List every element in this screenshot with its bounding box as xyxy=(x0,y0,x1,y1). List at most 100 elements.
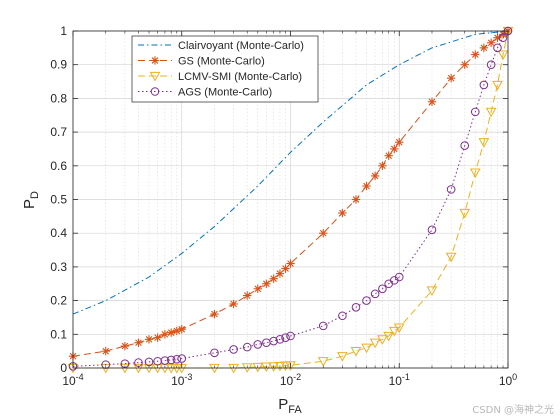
x-tick-label: 100 xyxy=(499,372,517,388)
series-3-point xyxy=(445,252,457,263)
series-3-point xyxy=(119,363,131,374)
series-2-point xyxy=(101,346,110,356)
series-4-point xyxy=(242,342,252,352)
series-3-point xyxy=(285,361,296,371)
series-2-point xyxy=(144,335,154,344)
series-4-point xyxy=(210,348,219,358)
series-3-point xyxy=(133,363,144,374)
series-4-point xyxy=(378,284,387,294)
series-2-point xyxy=(319,229,328,238)
x-tick-labels: 10-4 10-3 10-2 10-1 100 xyxy=(62,372,517,388)
series-2-point xyxy=(167,328,176,337)
series-4-point xyxy=(160,356,170,365)
series-3-point xyxy=(280,361,291,372)
series-3-point xyxy=(393,323,405,334)
legend-label-4: AGS (Monte-Carlo) xyxy=(178,87,272,99)
legend-marker-4 xyxy=(150,87,160,96)
series-3-point xyxy=(388,326,400,337)
series-2-point xyxy=(395,138,404,147)
legend: Clairvoyant (Monte-Carlo) GS (Monte-Carlo… xyxy=(131,35,319,103)
legend-label-2: GS (Monte-Carlo) xyxy=(178,56,265,68)
series-3-point xyxy=(478,138,490,148)
y-tick-label: 0.3 xyxy=(50,260,67,274)
series-2-point xyxy=(471,50,480,59)
series-2-point xyxy=(269,274,278,283)
series-3-point xyxy=(377,335,388,345)
y-tick-label: 0.9 xyxy=(50,58,67,72)
series-4-point xyxy=(269,336,278,346)
series-3-point xyxy=(268,362,280,372)
series-4-point xyxy=(281,333,290,342)
series-3-point xyxy=(209,363,220,374)
series-3-point xyxy=(274,361,286,372)
y-tick-label: 0.6 xyxy=(50,159,67,173)
series-2-point xyxy=(160,330,170,339)
series-3-point xyxy=(261,362,272,373)
series-3-point xyxy=(383,331,395,342)
series-line-1 xyxy=(72,30,509,315)
series-2-point xyxy=(286,259,295,268)
series-4-point xyxy=(351,303,361,312)
series-2-point xyxy=(378,161,387,170)
series-2-point xyxy=(275,269,285,278)
series-3-point xyxy=(459,208,471,219)
y-tick-label: 0.8 xyxy=(50,91,67,105)
series-3-point xyxy=(361,343,372,354)
x-tick-label: 10-2 xyxy=(280,372,301,388)
legend-label-1: Clairvoyant (Monte-Carlo) xyxy=(178,40,304,52)
series-4-point xyxy=(166,355,176,365)
series-4-point xyxy=(479,80,489,90)
series-3-point xyxy=(317,357,329,367)
y-tick-label: 0.5 xyxy=(50,193,67,207)
series-3-point xyxy=(152,363,163,374)
series-2-point xyxy=(351,195,361,204)
series-4-point xyxy=(470,107,480,117)
series-2-point xyxy=(427,97,437,106)
series-3-point xyxy=(369,338,381,349)
y-tick-label: 0 xyxy=(60,361,67,375)
series-2-point xyxy=(460,60,469,69)
series-2-point xyxy=(390,144,399,154)
series-2-point xyxy=(384,151,393,160)
series-2-point xyxy=(362,181,371,191)
series-4-point xyxy=(460,141,470,150)
series-4-point xyxy=(370,289,380,299)
legend-marker-2 xyxy=(150,56,160,65)
series-4-point xyxy=(253,340,263,349)
series-4-point xyxy=(172,354,182,364)
series-2-point xyxy=(338,208,347,218)
series-3-point xyxy=(485,107,497,118)
x-tick-label: 10-1 xyxy=(389,372,410,388)
series-3-point xyxy=(228,363,239,374)
series-3-point xyxy=(252,362,264,373)
series-3-point xyxy=(143,363,155,374)
series-4-point xyxy=(101,360,111,369)
series-4-point xyxy=(229,345,238,354)
y-tick-label: 0.1 xyxy=(50,327,67,341)
series-2-point xyxy=(486,38,496,47)
y-tick-label: 0.7 xyxy=(50,125,67,139)
series-4-point xyxy=(362,296,371,305)
series-3-point xyxy=(426,286,438,297)
series-4-point xyxy=(427,225,437,235)
series-3-point xyxy=(469,168,481,179)
series-4-point xyxy=(394,272,404,282)
series-4-point xyxy=(318,321,328,331)
series-2-point xyxy=(120,341,130,351)
series-2-point xyxy=(134,338,143,347)
series-2-point xyxy=(177,325,186,334)
x-axis-label: PFA xyxy=(278,396,302,416)
tick-marks xyxy=(72,30,509,369)
series-4-point xyxy=(493,43,502,53)
y-tick-label: 0.4 xyxy=(50,226,67,240)
series-2-point xyxy=(253,284,262,294)
series-2-point xyxy=(153,333,162,342)
series-2-point xyxy=(479,43,489,53)
series-3-point xyxy=(337,352,348,362)
series-2-point xyxy=(210,309,219,319)
y-tick-labels: 0 0.1 0.2 0.3 0.4 0.5 0.6 0.7 0.8 0.9 1 xyxy=(50,24,67,375)
series-2-point xyxy=(281,264,290,273)
series-2-point xyxy=(446,73,456,83)
y-tick-label: 1 xyxy=(60,24,67,38)
